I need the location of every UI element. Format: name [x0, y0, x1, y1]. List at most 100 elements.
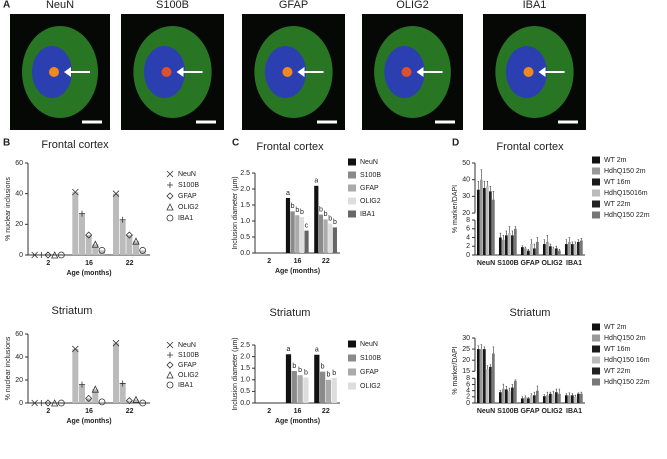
legend-swatch	[348, 184, 356, 192]
legend-label: S100B	[360, 355, 381, 362]
x-tick-label: 2	[267, 408, 271, 415]
legend-label: WT 16m	[604, 346, 630, 353]
marker-symbol	[119, 380, 126, 387]
bar	[489, 366, 492, 403]
legend-label: NeuN	[178, 171, 196, 178]
bar	[139, 250, 146, 255]
bar	[533, 395, 536, 403]
legend-label: HdhQ150 22m	[604, 379, 650, 386]
legend-label: WT 22m	[604, 368, 630, 375]
bar	[72, 348, 79, 403]
legend-label: S100B	[178, 182, 199, 189]
chart-title: Frontal cortex	[496, 141, 564, 153]
y-tick-label: 0.5	[240, 234, 250, 241]
marker-symbol	[91, 240, 99, 248]
legend-swatch	[592, 200, 600, 208]
legend-label: NeuN	[360, 159, 378, 166]
significance-letter: b	[326, 372, 330, 379]
y-tick-label: 1.5	[240, 365, 250, 372]
marker-symbol	[78, 381, 85, 388]
marker-symbol	[167, 182, 173, 188]
y-tick-label: 2.0	[240, 353, 250, 360]
bar	[99, 401, 106, 403]
y-tick-label: 30	[462, 335, 470, 342]
y-tick-label: 60	[15, 160, 23, 167]
bar	[303, 377, 309, 403]
marker-symbol	[125, 231, 133, 239]
bar	[299, 217, 305, 253]
marker-symbol	[132, 237, 140, 245]
bar	[78, 213, 85, 255]
legend-label: S100B	[178, 352, 199, 359]
x-tick-label: NeuN	[477, 408, 495, 415]
significance-letter: b	[292, 363, 296, 370]
inclusion	[161, 67, 172, 77]
bar	[564, 395, 568, 403]
legend-label: IBA1	[178, 215, 193, 222]
bar	[479, 179, 483, 255]
y-tick-label: 50	[462, 160, 470, 167]
bar	[498, 392, 502, 403]
marker-symbol	[98, 398, 106, 406]
bar	[567, 241, 571, 255]
y-tick-label: 8	[466, 375, 470, 382]
legend-label: OLIG2	[360, 383, 381, 390]
bar	[536, 241, 539, 255]
bar	[314, 354, 320, 403]
legend-swatch	[348, 158, 356, 166]
bar	[570, 244, 574, 255]
bar	[520, 247, 524, 255]
y-tick-label: 2	[466, 243, 470, 250]
x-tick-label: OLIG2	[541, 260, 562, 267]
chart-title: Striatum	[270, 307, 311, 319]
y-tick-label: 1.5	[240, 202, 250, 209]
marker-symbol	[51, 399, 59, 407]
legend-swatch	[592, 334, 600, 342]
x-tick-label: 2	[46, 260, 50, 267]
y-tick-label: 0.0	[240, 250, 250, 257]
bar	[542, 396, 546, 403]
bar	[78, 384, 85, 403]
y-tick-label: 60	[15, 331, 23, 338]
legend-swatch	[348, 197, 356, 205]
y-axis-title: % marker/DAPI	[452, 346, 459, 394]
significance-letter: b	[304, 369, 308, 376]
y-tick-label: 20	[462, 357, 470, 364]
bar	[325, 379, 332, 403]
bar	[580, 393, 583, 403]
bar	[290, 211, 295, 253]
y-tick-label: 4	[466, 387, 470, 394]
significance-letter: a	[315, 347, 319, 354]
bar	[492, 199, 495, 255]
x-tick-label: 16	[85, 408, 93, 415]
legend-swatch	[348, 171, 356, 179]
y-tick-label: 2.5	[240, 342, 250, 349]
y-tick-label: 25	[462, 346, 470, 353]
legend-label: WT 2m	[604, 324, 627, 331]
legend-label: HdhQ150 2m	[604, 335, 646, 342]
chart-title: Frontal cortex	[256, 141, 324, 153]
x-tick-label: 22	[322, 408, 330, 415]
bar	[489, 191, 492, 255]
significance-letter: b	[333, 219, 337, 226]
bar	[126, 400, 133, 403]
bar	[574, 244, 577, 255]
bar	[530, 244, 533, 255]
bar	[567, 395, 571, 403]
y-axis-title: % marker/DAPI	[452, 185, 459, 233]
x-tick-label: OLIG2	[541, 408, 562, 415]
bar	[580, 240, 583, 255]
inclusion	[49, 67, 59, 77]
y-tick-label: 40	[15, 354, 23, 361]
legend-label: NeuN	[178, 342, 196, 349]
legend-swatch	[348, 340, 356, 348]
marker-symbol	[166, 203, 174, 211]
y-tick-label: 0	[19, 400, 23, 407]
bar	[92, 389, 99, 403]
bar	[577, 241, 580, 255]
y-tick-label: 1.0	[240, 377, 250, 384]
y-tick-label: 15	[462, 368, 470, 375]
marker-symbol	[166, 214, 174, 222]
legend-label: WT 2m	[604, 157, 627, 164]
